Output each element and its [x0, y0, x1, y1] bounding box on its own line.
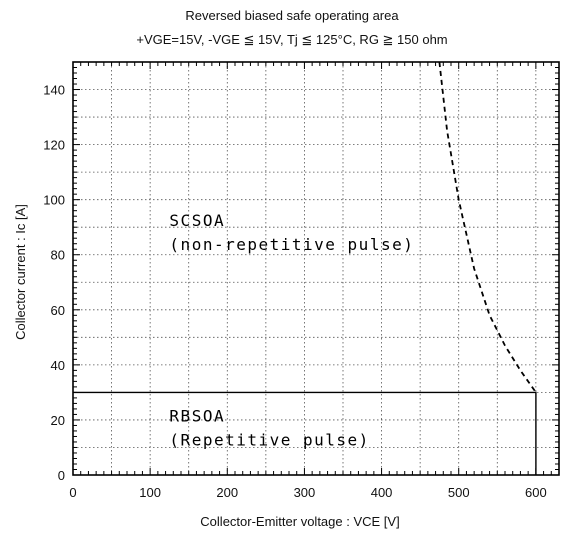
chart-subtitle: +VGE=15V, -VGE ≦ 15V, Tj ≦ 125°C, RG ≧ 1…	[136, 32, 447, 47]
rbsoa-label: (Repetitive pulse)	[169, 430, 369, 449]
grid-lines	[73, 62, 559, 475]
x-tick-label: 200	[216, 485, 238, 500]
y-tick-label: 20	[51, 413, 65, 428]
axis-ticks: 0 100 200 300 400 500 600 0 20 40 60 80 100 120 140	[43, 62, 559, 500]
x-tick-label: 400	[371, 485, 393, 500]
region-labels: RBSOA (Repetitive pulse) SCSOA (non-repetit…	[169, 211, 414, 449]
y-axis-label: Collector current : Ic [A]	[13, 204, 28, 340]
y-tick-label: 80	[51, 248, 65, 263]
data-series	[73, 61, 537, 475]
y-tick-label: 0	[58, 468, 65, 483]
rbsoa-label: RBSOA	[169, 406, 225, 425]
y-tick-label: 40	[51, 358, 65, 373]
x-tick-label: 500	[448, 485, 470, 500]
y-tick-label: 140	[43, 83, 65, 98]
x-tick-label: 600	[525, 485, 547, 500]
y-tick-label: 60	[51, 303, 65, 318]
y-tick-label: 120	[43, 138, 65, 153]
x-tick-label: 100	[139, 485, 161, 500]
x-tick-label: 0	[69, 485, 76, 500]
x-tick-label: 300	[294, 485, 316, 500]
scsoa-boundary-line	[438, 61, 537, 393]
chart-title: Reversed biased safe operating area	[185, 8, 399, 23]
scsoa-label: (non-repetitive pulse)	[169, 235, 414, 254]
plot-frame	[72, 61, 560, 476]
scsoa-label: SCSOA	[169, 211, 225, 230]
y-tick-label: 100	[43, 193, 65, 208]
rbsoa-boundary-line	[73, 391, 537, 475]
x-axis-label: Collector-Emitter voltage : VCE [V]	[200, 514, 399, 529]
